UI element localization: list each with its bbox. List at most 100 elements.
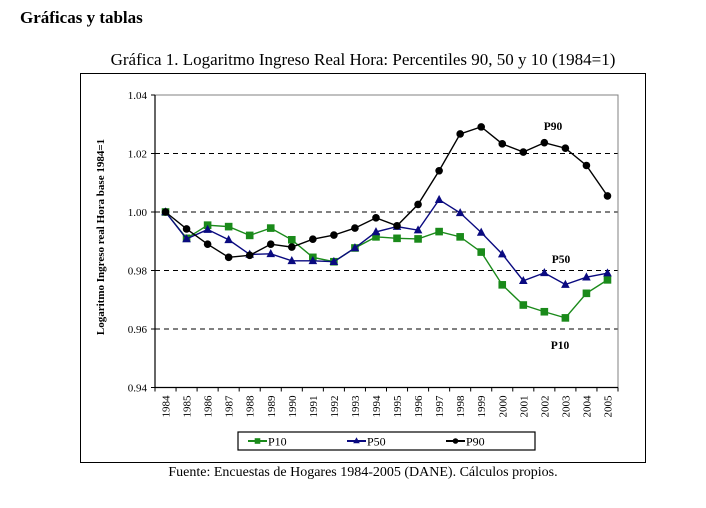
x-tick-label: 1996 <box>413 395 425 418</box>
data-point <box>498 140 507 148</box>
data-point <box>161 208 170 216</box>
data-point <box>414 200 422 209</box>
data-point <box>540 268 549 277</box>
data-point <box>372 233 380 241</box>
data-point <box>350 243 360 252</box>
data-point <box>561 144 570 153</box>
legend-item-p50: P50 <box>347 435 386 449</box>
x-tick-label: 2005 <box>602 395 614 418</box>
x-tick-label: 1991 <box>308 396 320 418</box>
legend: P10 P50 P90 <box>237 431 536 451</box>
data-point <box>266 240 275 248</box>
data-point <box>393 221 401 230</box>
x-tick-label: 1986 <box>203 395 215 418</box>
y-tick-label: 0.96 <box>128 324 148 336</box>
data-point <box>434 194 444 204</box>
data-point <box>498 281 507 289</box>
data-point <box>452 438 459 444</box>
data-point <box>224 234 233 244</box>
data-point <box>413 225 423 234</box>
data-point <box>435 227 443 236</box>
data-point <box>435 166 443 175</box>
data-point <box>182 225 191 233</box>
data-point <box>497 249 507 258</box>
data-point <box>393 234 401 243</box>
x-tick-label: 1987 <box>224 395 236 418</box>
data-point <box>582 161 591 170</box>
data-point <box>266 249 276 258</box>
data-point <box>603 276 612 284</box>
x-tick-label: 2000 <box>497 395 509 418</box>
data-point <box>603 268 612 277</box>
gridlines <box>155 153 618 330</box>
series-p90 <box>161 123 612 262</box>
data-point <box>414 235 422 243</box>
legend-label: P90 <box>466 435 485 449</box>
x-tick-label: 1985 <box>182 395 194 418</box>
plot-area <box>154 94 619 388</box>
legend-item-p90: P90 <box>446 435 485 449</box>
figure-frame <box>80 73 646 463</box>
annotation-p10: P10 <box>551 340 570 352</box>
series-line <box>165 126 609 259</box>
data-point <box>203 240 212 248</box>
legend-item-p10: P10 <box>248 435 287 449</box>
y-tick-label: 0.98 <box>128 266 148 278</box>
x-tick-label: 1999 <box>476 395 488 418</box>
x-tick-label: 1994 <box>371 395 383 418</box>
section-heading: Gráficas y tablas <box>20 8 143 27</box>
data-point <box>540 138 549 147</box>
x-tick-label: 1997 <box>434 395 446 418</box>
x-tick-label: 1992 <box>329 396 341 418</box>
x-tick-label: 1993 <box>350 395 362 418</box>
data-point <box>287 235 296 244</box>
legend-label: P50 <box>367 435 386 449</box>
data-point <box>330 231 338 239</box>
data-point <box>540 307 549 316</box>
x-tick-label: 1998 <box>455 395 467 418</box>
data-point <box>561 314 570 322</box>
data-point <box>203 224 212 233</box>
x-tick-label: 2002 <box>539 396 551 418</box>
y-axis-label: Logaritmo Ingreso real Hora base 1984=1 <box>95 139 107 335</box>
x-tick-label: 1988 <box>245 395 257 418</box>
legend-box <box>237 431 536 451</box>
x-tick-label: 2003 <box>560 395 572 418</box>
data-point <box>308 256 318 265</box>
y-tick-label: 0.94 <box>128 383 148 395</box>
series-p10 <box>161 208 612 322</box>
series-line <box>164 211 608 319</box>
legend-label: P10 <box>268 435 287 449</box>
data-point <box>371 227 381 236</box>
chart-title: Gráfica 1. Logaritmo Ingreso Real Hora: … <box>110 50 616 69</box>
data-point <box>603 192 612 200</box>
data-point <box>477 248 486 256</box>
series-line <box>164 198 608 286</box>
data-point <box>519 301 528 309</box>
source-note: Fuente: Encuestas de Hogares 1984-2005 (… <box>168 465 558 480</box>
data-point <box>287 243 296 251</box>
data-point <box>372 214 380 222</box>
data-point <box>245 251 254 260</box>
x-tick-label: 1990 <box>287 395 299 418</box>
annotation-p50: P50 <box>552 254 571 266</box>
data-point <box>455 208 465 217</box>
x-tick-label: 1984 <box>161 395 173 418</box>
y-tick-label: 1.04 <box>128 90 148 102</box>
data-point <box>351 224 359 232</box>
data-point <box>456 130 464 138</box>
data-point <box>287 256 297 265</box>
data-point <box>309 235 317 244</box>
y-tick-label: 1.02 <box>128 149 147 161</box>
data-point <box>582 289 591 298</box>
annotation-p90: P90 <box>544 121 563 133</box>
data-point <box>353 437 360 444</box>
data-point <box>254 438 261 444</box>
axes: 0.94 0.96 0.98 1.00 1.02 1.04 1984 1985 1986 1987… <box>128 90 619 418</box>
data-point <box>182 234 191 243</box>
y-tick-label: 1.00 <box>128 207 148 219</box>
data-point <box>476 227 486 236</box>
data-point <box>582 272 591 281</box>
x-tick-label: 2004 <box>581 395 593 418</box>
